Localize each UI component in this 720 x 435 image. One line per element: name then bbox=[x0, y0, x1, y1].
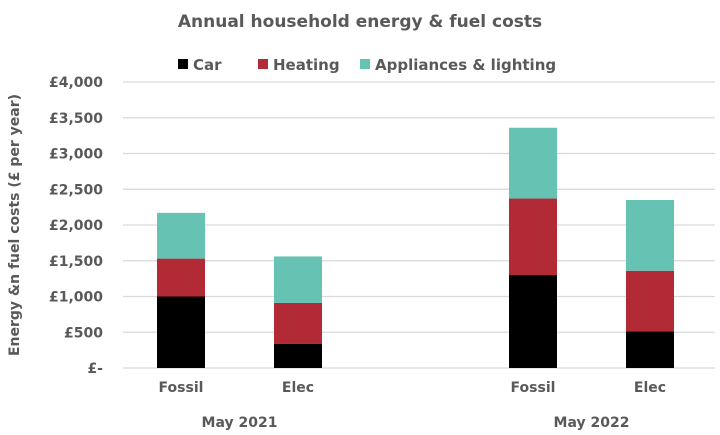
y-tick-label: £2,000 bbox=[49, 218, 103, 234]
y-tick-label: £500 bbox=[64, 325, 103, 341]
x-category-label: Elec bbox=[634, 380, 666, 396]
legend-label: Car bbox=[193, 56, 222, 74]
bar-segment-appliances-lighting bbox=[157, 212, 205, 259]
y-tick-labels: £- £500 £1,000 £1,500 £2,000 £2,500 £3,000 £3,5… bbox=[49, 75, 103, 377]
legend: Car Heating Appliances & lighting bbox=[178, 56, 556, 74]
chart-title: Annual household energy & fuel costs bbox=[178, 12, 542, 32]
bar-segment-appliances-lighting bbox=[274, 256, 322, 303]
y-tick-label: £1,000 bbox=[49, 290, 103, 306]
bars bbox=[157, 127, 674, 368]
y-tick-label: £4,000 bbox=[49, 75, 103, 91]
x-labels: Fossil Elec May 2021 Fossil Elec May 2022 bbox=[159, 380, 667, 431]
x-group-label: May 2021 bbox=[202, 415, 278, 431]
bar-segment-appliances-lighting bbox=[626, 199, 674, 271]
gridlines bbox=[123, 81, 715, 369]
bar-segment-appliances-lighting bbox=[509, 127, 557, 199]
y-tick-label: £- bbox=[87, 361, 103, 377]
legend-swatch bbox=[178, 59, 188, 69]
legend-label: Appliances & lighting bbox=[375, 56, 556, 74]
bar-segment-heating bbox=[157, 258, 205, 297]
bar-segment-heating bbox=[509, 198, 557, 276]
bar-segment-car bbox=[274, 343, 322, 368]
legend-swatch bbox=[258, 59, 268, 69]
y-tick-label: £3,500 bbox=[49, 111, 103, 127]
y-tick-label: £1,500 bbox=[49, 254, 103, 270]
x-category-label: Fossil bbox=[159, 380, 204, 396]
y-tick-label: £3,000 bbox=[49, 147, 103, 163]
legend-label: Heating bbox=[273, 56, 340, 74]
legend-swatch bbox=[360, 59, 370, 69]
bar-segment-car bbox=[626, 331, 674, 368]
bar-segment-heating bbox=[626, 270, 674, 332]
y-tick-label: £2,500 bbox=[49, 182, 103, 198]
bar-segment-car bbox=[157, 296, 205, 368]
x-category-label: Elec bbox=[282, 380, 314, 396]
bar-segment-car bbox=[509, 275, 557, 368]
x-category-label: Fossil bbox=[511, 380, 556, 396]
y-axis-label: Energy &n fuel costs (£ per year) bbox=[7, 94, 23, 356]
bar-segment-heating bbox=[274, 302, 322, 344]
x-group-label: May 2022 bbox=[554, 415, 630, 431]
